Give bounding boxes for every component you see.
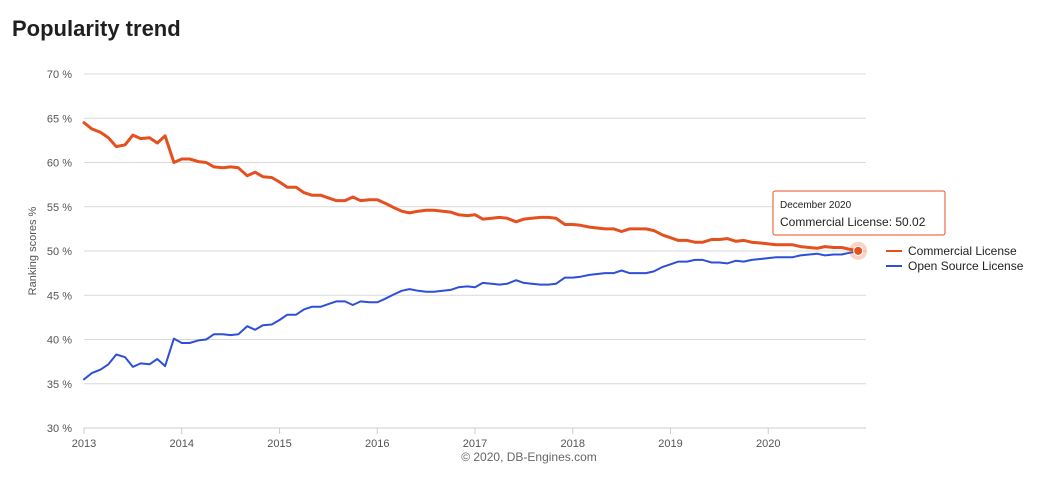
y-tick-label: 55 % [47,202,72,214]
x-tick-label: 2018 [561,438,585,450]
legend-label: Commercial License [908,244,1017,258]
x-tick-label: 2020 [756,438,780,450]
x-tick-label: 2013 [72,438,96,450]
legend-item[interactable]: Commercial License [886,244,1017,258]
x-axis-ticks: 2013 2014 2015 2016 2017 2018 2019 2020 [72,428,780,450]
y-tick-label: 65 % [47,113,72,125]
x-tick-label: 2015 [267,438,291,450]
tooltip-box [772,190,946,236]
data-point-marker[interactable] [853,245,864,256]
y-axis-title: Ranking scores % [27,206,39,295]
page-title: Popularity trend [12,16,181,41]
y-axis-ticks: 30 % 35 % 40 % 45 % 50 % 55 % 60 % 65 % 70 % [47,69,72,435]
credits: © 2020, DB-Engines.com [461,450,597,464]
y-tick-label: 30 % [47,423,72,435]
x-tick-label: 2014 [170,438,194,450]
y-tick-label: 45 % [47,290,72,302]
y-tick-label: 40 % [47,335,72,347]
y-tick-label: 60 % [47,158,72,170]
x-tick-label: 2019 [658,438,682,450]
grid-lines [84,73,866,429]
y-tick-label: 50 % [47,246,72,258]
tooltip: December 2020 Commercial License: 50.02 [772,190,946,236]
y-tick-label: 35 % [47,379,72,391]
x-tick-label: 2016 [365,438,389,450]
series-line-commercial-license[interactable] [82,121,860,253]
x-tick-label: 2017 [463,438,487,450]
legend-label: Open Source License [908,259,1024,273]
tooltip-value: Commercial License: 50.02 [780,215,926,229]
legend-item[interactable]: Open Source License [886,259,1024,273]
tooltip-date: December 2020 [780,200,852,211]
series-line-open-source-license[interactable] [83,250,860,381]
y-tick-label: 70 % [47,69,72,81]
series-lines [82,121,868,381]
